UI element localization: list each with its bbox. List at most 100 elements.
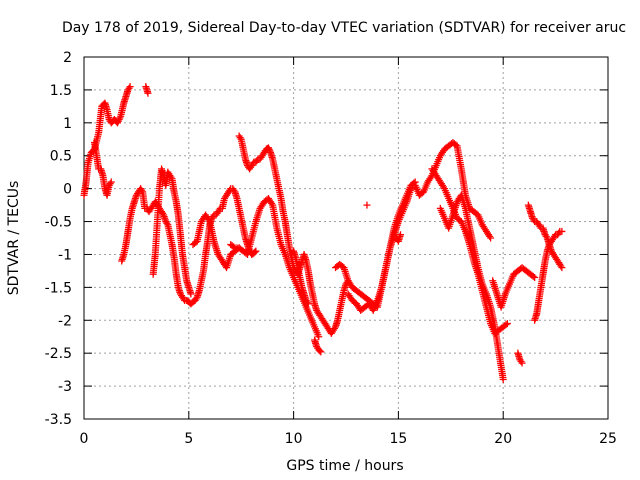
plot-border bbox=[83, 56, 609, 420]
data-point bbox=[236, 134, 244, 142]
x-tick-label: 15 bbox=[389, 431, 407, 447]
data-point bbox=[144, 89, 152, 97]
data-point bbox=[114, 119, 122, 127]
series-track-3 bbox=[90, 139, 115, 199]
data-point bbox=[530, 216, 538, 224]
series-track-4 bbox=[118, 185, 260, 308]
data-point bbox=[252, 247, 260, 255]
data-point bbox=[107, 178, 115, 186]
data-point bbox=[317, 348, 325, 356]
series-track-8 bbox=[227, 195, 323, 341]
data-point bbox=[209, 213, 217, 221]
data-point bbox=[542, 232, 550, 240]
series-track-15 bbox=[411, 139, 495, 242]
data-point bbox=[192, 295, 200, 303]
data-point bbox=[265, 145, 273, 153]
y-tick-label: -0.5 bbox=[45, 215, 72, 231]
data-point bbox=[114, 117, 122, 125]
x-tick-label: 5 bbox=[184, 431, 193, 447]
series-track-12 bbox=[344, 185, 415, 314]
series-track-16 bbox=[428, 165, 511, 337]
data-point bbox=[264, 144, 272, 152]
data-point bbox=[316, 347, 324, 355]
y-tick-label: 1.5 bbox=[50, 83, 72, 99]
data-point bbox=[499, 376, 507, 384]
data-point bbox=[503, 320, 511, 328]
data-point bbox=[330, 325, 338, 332]
x-tick-label: 10 bbox=[285, 431, 303, 447]
series-track-13 bbox=[363, 201, 371, 209]
data-point bbox=[138, 186, 146, 194]
y-tick-label: -1 bbox=[58, 247, 72, 263]
data-point bbox=[518, 359, 526, 367]
data-point bbox=[557, 262, 565, 270]
data-point bbox=[215, 206, 223, 214]
data-point bbox=[315, 333, 323, 341]
series-track-14 bbox=[392, 231, 404, 245]
series-track-19 bbox=[514, 349, 526, 367]
y-tick-label: 1 bbox=[63, 116, 72, 132]
data-point bbox=[439, 183, 447, 191]
x-tick-label: 20 bbox=[494, 431, 512, 447]
data-point bbox=[517, 357, 525, 365]
data-point bbox=[407, 185, 415, 193]
data-point bbox=[558, 264, 566, 272]
data-point bbox=[249, 160, 257, 168]
series-track-6 bbox=[189, 211, 243, 272]
series-track-21 bbox=[531, 227, 566, 324]
data-point bbox=[396, 231, 404, 239]
data-point bbox=[126, 83, 134, 91]
chart-title: Day 178 of 2019, Sidereal Day-to-day VTE… bbox=[62, 20, 626, 36]
data-point bbox=[536, 222, 544, 230]
data-point bbox=[266, 147, 274, 155]
data-point bbox=[163, 219, 171, 227]
data-point bbox=[427, 173, 435, 181]
data-point bbox=[116, 114, 124, 122]
data-point bbox=[531, 273, 539, 281]
data-point bbox=[251, 248, 259, 256]
series-track-10 bbox=[311, 336, 325, 356]
x-tick-label: 25 bbox=[599, 431, 617, 447]
y-tick-label: -3 bbox=[58, 379, 72, 395]
data-point bbox=[551, 232, 559, 240]
data-point bbox=[304, 300, 312, 308]
series-track-2 bbox=[142, 83, 152, 97]
data-point bbox=[125, 84, 133, 92]
data-points bbox=[80, 83, 566, 384]
x-tick-label: 0 bbox=[80, 431, 89, 447]
y-tick-label: -2 bbox=[58, 313, 72, 329]
data-point bbox=[487, 234, 495, 242]
series-track-17 bbox=[436, 191, 507, 384]
y-tick-label: 0.5 bbox=[50, 149, 72, 165]
data-point bbox=[303, 298, 311, 306]
grid-lines bbox=[84, 57, 608, 419]
y-tick-label: -1.5 bbox=[45, 280, 72, 296]
data-point bbox=[167, 173, 175, 181]
data-point bbox=[502, 321, 510, 329]
y-tick-label: 2 bbox=[63, 50, 72, 66]
y-axis-label: SDTVAR / TECUs bbox=[6, 181, 22, 296]
data-point bbox=[230, 186, 238, 194]
series-track-18 bbox=[489, 264, 539, 311]
data-point bbox=[253, 157, 261, 165]
series-track-5 bbox=[149, 165, 195, 298]
data-point bbox=[268, 199, 276, 207]
y-tick-label: -3.5 bbox=[45, 412, 72, 428]
axis-ticks: -3.5-3-2.5-2-1.5-1-0.500.511.520 5 10 15 20 2… bbox=[45, 50, 617, 447]
data-point bbox=[180, 295, 188, 303]
data-point bbox=[486, 232, 494, 240]
data-point bbox=[205, 216, 213, 224]
y-tick-label: -2.5 bbox=[45, 346, 72, 362]
data-point bbox=[558, 227, 566, 235]
series-track-9 bbox=[290, 247, 312, 308]
y-tick-label: 0 bbox=[63, 182, 72, 198]
x-axis-label: GPS time / hours bbox=[286, 458, 403, 474]
data-point bbox=[363, 201, 371, 209]
data-point bbox=[115, 116, 123, 124]
data-point bbox=[230, 243, 238, 251]
series-track-1 bbox=[80, 83, 134, 199]
data-point bbox=[106, 180, 114, 188]
data-point bbox=[529, 272, 537, 280]
data-point bbox=[187, 290, 195, 298]
